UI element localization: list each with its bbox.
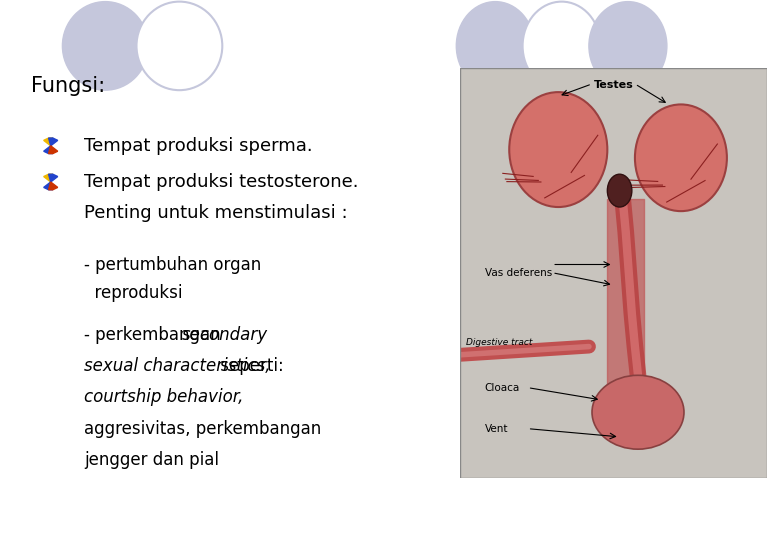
Text: Tempat produksi sperma.: Tempat produksi sperma. [84,137,313,155]
Text: courtship behavior,: courtship behavior, [84,388,243,407]
Text: sexual characteristics,: sexual characteristics, [84,357,271,375]
Text: Vent: Vent [484,424,509,434]
Ellipse shape [136,2,222,90]
Ellipse shape [635,104,727,211]
Polygon shape [51,182,58,190]
Ellipse shape [509,92,608,207]
Polygon shape [51,174,58,182]
Text: jengger dan pial: jengger dan pial [84,451,219,469]
Polygon shape [48,138,53,146]
Text: Penting untuk menstimulasi :: Penting untuk menstimulasi : [84,204,348,222]
Ellipse shape [608,174,632,207]
Ellipse shape [62,2,148,90]
Polygon shape [48,174,53,182]
Text: seperti:: seperti: [215,357,284,375]
Polygon shape [48,146,53,153]
Polygon shape [51,146,58,153]
Text: Vas deferens: Vas deferens [484,268,552,278]
Polygon shape [44,182,51,190]
Text: secondary: secondary [182,326,268,344]
Ellipse shape [456,2,534,90]
Text: Digestive tract: Digestive tract [466,338,533,347]
Text: Cloaca: Cloaca [484,383,520,393]
Polygon shape [44,138,51,146]
Polygon shape [44,146,51,153]
Text: Testes: Testes [594,80,633,90]
Ellipse shape [523,2,601,90]
Polygon shape [51,138,58,146]
Polygon shape [44,174,51,182]
Polygon shape [48,182,53,190]
Polygon shape [48,182,53,190]
Text: Tempat produksi testosterone.: Tempat produksi testosterone. [84,173,359,191]
Text: - pertumbuhan organ: - pertumbuhan organ [84,255,261,274]
Text: Fungsi:: Fungsi: [31,76,105,97]
Polygon shape [48,146,53,153]
Ellipse shape [592,375,684,449]
Polygon shape [48,138,53,146]
Text: reproduksi: reproduksi [84,284,183,302]
Ellipse shape [589,2,667,90]
Text: aggresivitas, perkembangan: aggresivitas, perkembangan [84,420,321,438]
Polygon shape [48,174,53,182]
Text: - perkembangan: - perkembangan [84,326,226,344]
